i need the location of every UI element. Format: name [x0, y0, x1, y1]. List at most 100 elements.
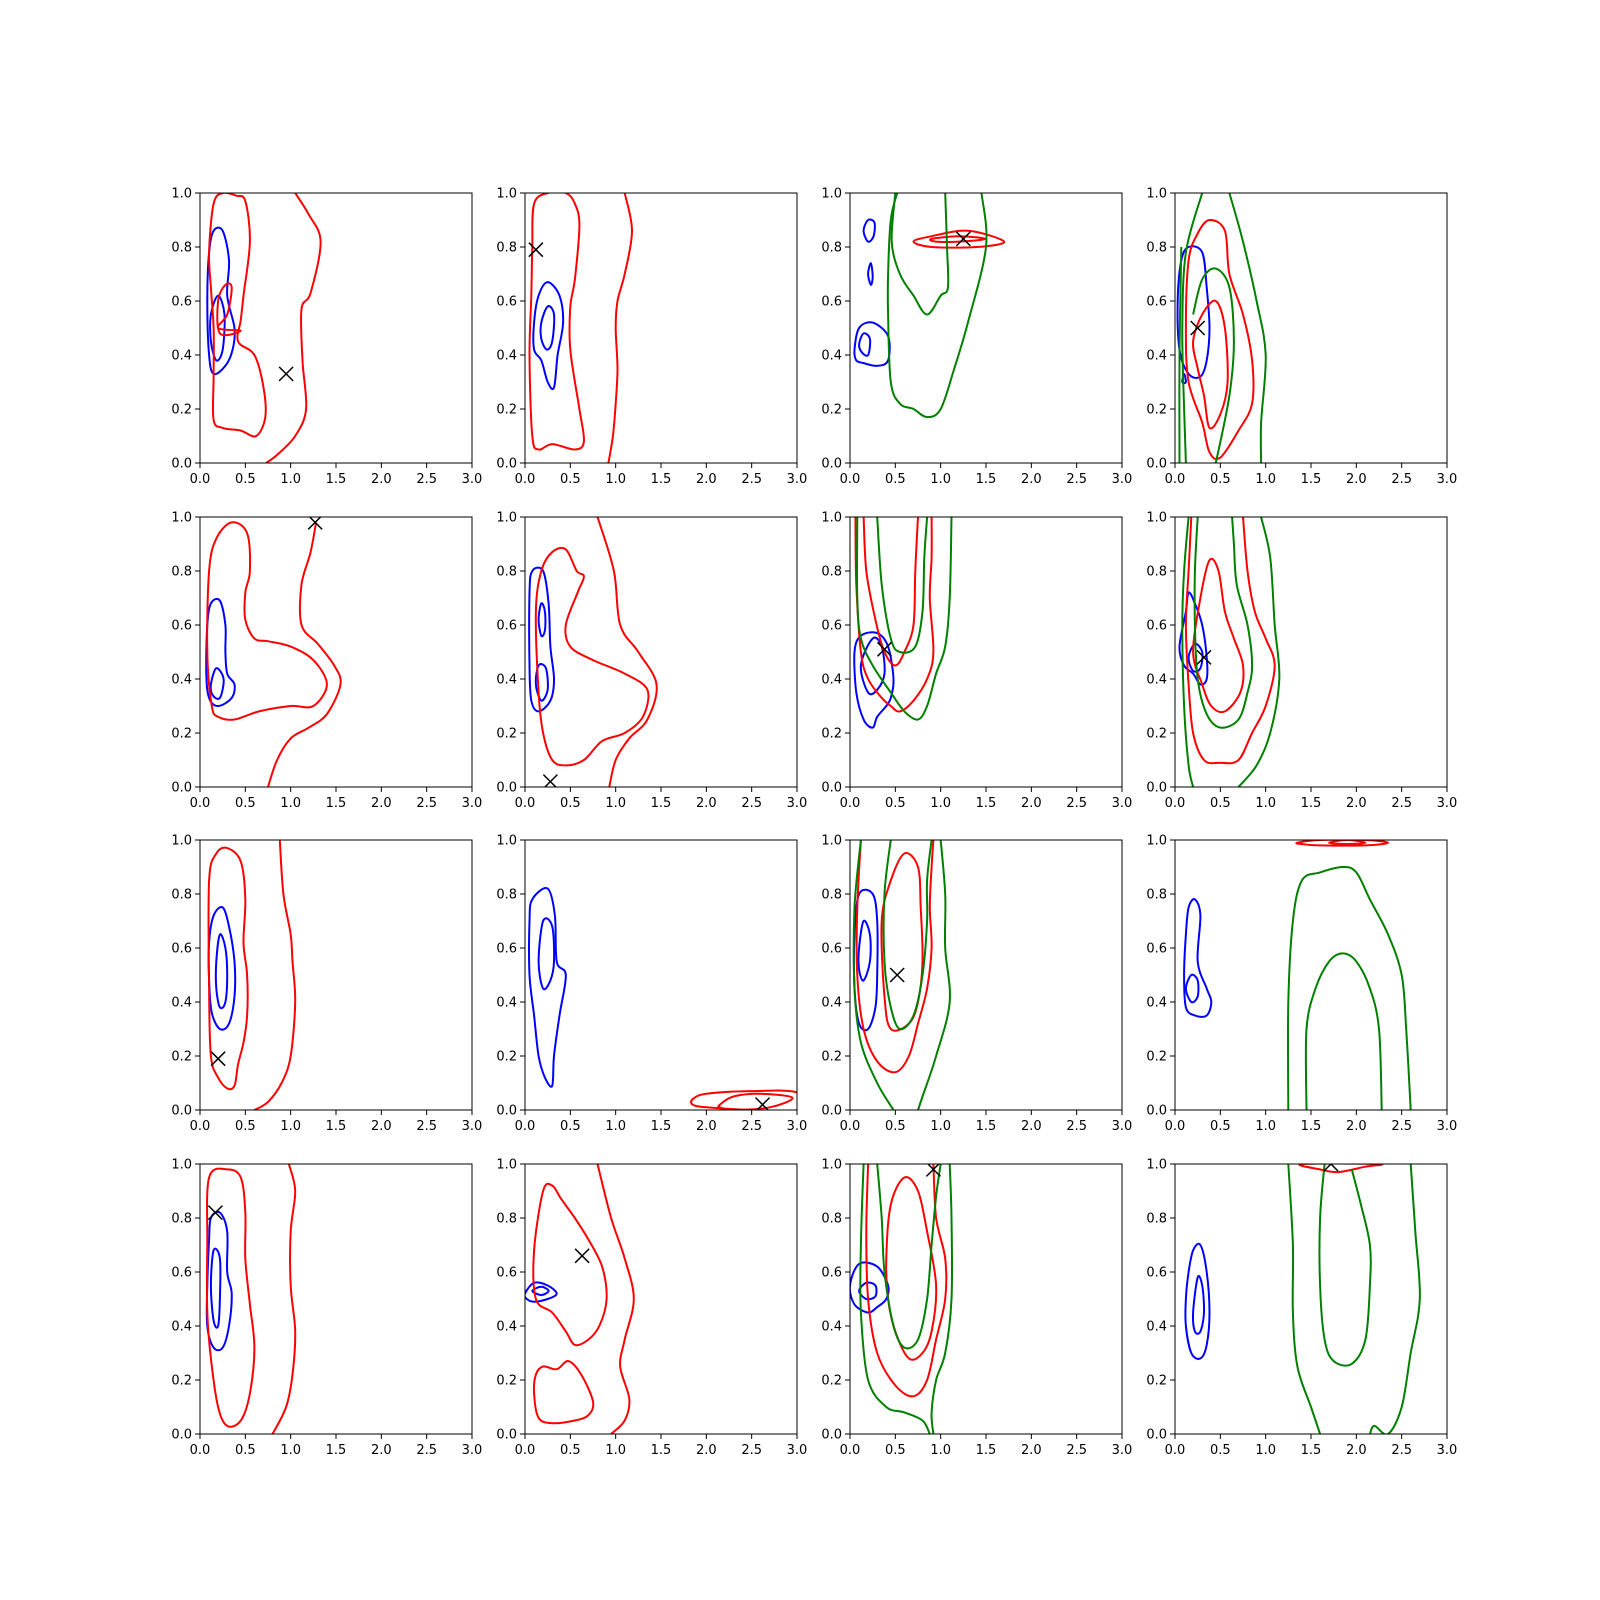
x-marker [1190, 320, 1206, 336]
x-tick-label: 2.5 [1391, 472, 1412, 487]
green-contour-line [917, 840, 951, 1110]
red-contour-line [271, 1164, 297, 1434]
x-tick-label: 1.0 [605, 472, 626, 487]
green-contour-line [1286, 866, 1412, 1110]
red-contour-line [208, 193, 267, 438]
x-tick-label: 0.0 [1165, 796, 1186, 811]
blue-contour-line [206, 226, 236, 376]
x-tick-label: 0.5 [885, 796, 906, 811]
green-contour-line [886, 193, 988, 419]
axes-frame [199, 839, 473, 1111]
y-tick-label: 1.0 [821, 1158, 842, 1173]
y-tick-label: 0.8 [1146, 1212, 1167, 1227]
x-tick-label: 0.5 [885, 472, 906, 487]
y-tick-label: 0.2 [1146, 1374, 1167, 1389]
subplot-r3-c4: 0.0 0.5 1.0 1.5 2.0 2.5 3.0 0.0 0.2 0.4 0.6 0.8 1.0 [1146, 834, 1457, 1135]
plot-area [525, 1164, 635, 1434]
y-tick-label: 0.4 [171, 996, 192, 1011]
plot-area [1178, 517, 1281, 787]
x-marker [307, 517, 323, 530]
y-tick-label: 0.2 [821, 1374, 842, 1389]
x-tick-label: 3.0 [1437, 1443, 1458, 1458]
red-contour-line [596, 517, 658, 787]
y-tick-label: 0.0 [821, 1104, 842, 1119]
blue-contour-line [214, 933, 229, 1010]
x-tick-label: 3.0 [787, 1119, 808, 1134]
green-contour-line [1181, 193, 1204, 463]
x-tick-label: 0.0 [1165, 1119, 1186, 1134]
green-contour-line [1368, 1164, 1421, 1434]
x-tick-label: 1.0 [605, 1443, 626, 1458]
plot-area [205, 517, 342, 787]
x-tick-label: 3.0 [1112, 472, 1133, 487]
y-tick-label: 0.2 [821, 403, 842, 418]
y-tick-label: 0.6 [1146, 295, 1167, 310]
y-tick-label: 1.0 [496, 187, 517, 202]
y-tick-label: 0.8 [171, 565, 192, 580]
x-tick-label: 0.5 [235, 1443, 256, 1458]
red-contour-line [534, 546, 650, 767]
axes-frame [1174, 516, 1448, 788]
x-marker [889, 967, 905, 983]
y-tick-label: 0.2 [171, 1050, 192, 1065]
x-tick-label: 3.0 [1437, 472, 1458, 487]
x-tick-label: 1.0 [280, 1119, 301, 1134]
green-contour-line [1181, 517, 1195, 787]
green-contour-line [855, 517, 953, 721]
subplot-r4-c2: 0.0 0.5 1.0 1.5 2.0 2.5 3.0 0.0 0.2 0.4 0.6 0.8 1.0 [496, 1158, 807, 1459]
green-contour-line [882, 840, 933, 1031]
red-contour-line [1192, 557, 1245, 714]
x-tick-label: 0.0 [1165, 472, 1186, 487]
x-tick-label: 1.5 [326, 1443, 347, 1458]
red-contour-line [265, 193, 322, 463]
x-tick-label: 0.5 [1210, 796, 1231, 811]
subplot-r4-c3: 0.0 0.5 1.0 1.5 2.0 2.5 3.0 0.0 0.2 0.4 0.6 0.8 1.0 [821, 1158, 1132, 1459]
y-tick-label: 0.2 [171, 1374, 192, 1389]
x-marker [278, 366, 294, 382]
blue-contour-line [531, 1285, 550, 1296]
y-tick-label: 0.6 [821, 1266, 842, 1281]
x-tick-label: 0.5 [1210, 472, 1231, 487]
blue-contour-line [532, 281, 565, 391]
y-tick-label: 0.4 [821, 349, 842, 364]
y-tick-label: 1.0 [1146, 511, 1167, 526]
green-contour-line [1228, 193, 1267, 463]
x-tick-label: 3.0 [462, 1119, 483, 1134]
x-tick-label: 0.5 [885, 1119, 906, 1134]
plot-area [850, 1164, 954, 1434]
y-tick-label: 0.8 [1146, 888, 1167, 903]
subplot-r3-c3: 0.0 0.5 1.0 1.5 2.0 2.5 3.0 0.0 0.2 0.4 0.6 0.8 1.0 [821, 834, 1132, 1135]
x-tick-label: 2.0 [696, 472, 717, 487]
y-tick-label: 0.8 [821, 565, 842, 580]
x-marker [574, 1248, 590, 1264]
y-tick-label: 0.8 [821, 241, 842, 256]
subplot-r1-c3: 0.0 0.5 1.0 1.5 2.0 2.5 3.0 0.0 0.2 0.4 0.6 0.8 1.0 [821, 187, 1132, 488]
y-tick-label: 0.8 [171, 1212, 192, 1227]
y-tick-label: 0.4 [496, 349, 517, 364]
x-tick-label: 2.0 [696, 1443, 717, 1458]
blue-contour-line [528, 566, 555, 713]
y-tick-label: 1.0 [821, 511, 842, 526]
x-marker [876, 641, 892, 657]
plot-area [206, 193, 322, 463]
x-tick-label: 2.0 [696, 796, 717, 811]
y-tick-label: 0.6 [496, 619, 517, 634]
x-tick-label: 2.5 [416, 1443, 437, 1458]
x-tick-label: 2.0 [371, 1443, 392, 1458]
y-tick-label: 1.0 [171, 834, 192, 849]
subplot-r1-c2: 0.0 0.5 1.0 1.5 2.0 2.5 3.0 0.0 0.2 0.4 0.6 0.8 1.0 [496, 187, 807, 488]
plot-area [852, 840, 951, 1110]
y-tick-label: 0.6 [821, 942, 842, 957]
x-tick-label: 1.0 [280, 796, 301, 811]
y-tick-label: 1.0 [171, 1158, 192, 1173]
x-tick-label: 2.0 [1021, 472, 1042, 487]
axes-frame [1174, 839, 1448, 1111]
y-tick-label: 0.0 [496, 1104, 517, 1119]
x-tick-label: 1.0 [1255, 1119, 1276, 1134]
y-tick-label: 0.2 [171, 403, 192, 418]
y-tick-label: 1.0 [496, 834, 517, 849]
x-tick-label: 0.0 [840, 1119, 861, 1134]
axes-frame [199, 516, 473, 788]
subplot-r2-c1: 0.0 0.5 1.0 1.5 2.0 2.5 3.0 0.0 0.2 0.4 0.6 0.8 1.0 [171, 511, 482, 812]
